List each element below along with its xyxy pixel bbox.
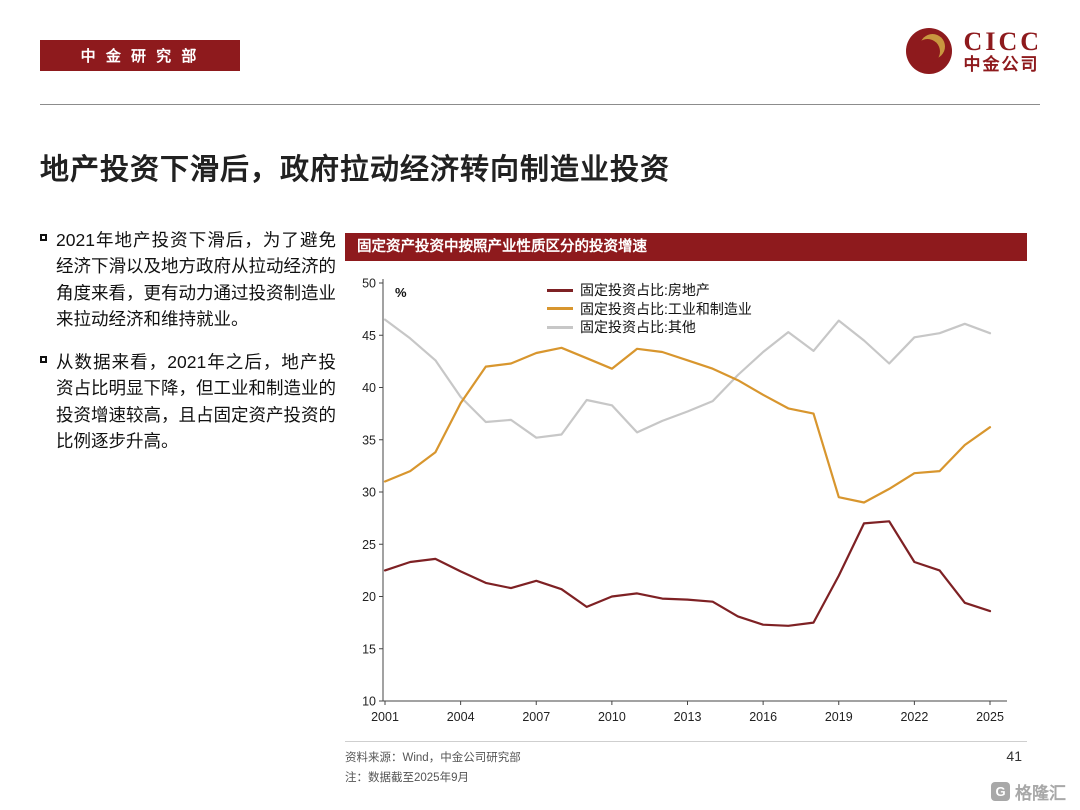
bullet-square-icon [40,356,47,363]
legend-label-other: 固定投资占比:其他 [580,319,696,336]
research-dept-banner: 中 金 研 究 部 [40,40,240,71]
chart-panel: 固定资产投资中按照产业性质区分的投资增速 10 15 20 25 30 35 40 45 50 2… [345,233,1027,736]
x-tick-label: 2007 [522,710,550,724]
bullet-text-2: 从数据来看，2021年之后，地产投资占比明显下降，但工业和制造业的投资增速较高，… [56,352,336,451]
x-tick-label: 2004 [447,710,475,724]
y-tick-label: 40 [362,381,376,395]
data-cutoff-note: 注：数据截至2025年9月 [345,772,469,785]
chart-title-bar: 固定资产投资中按照产业性质区分的投资增速 [345,233,1027,261]
y-tick-label: 30 [362,486,376,500]
gelonghui-watermark: G 格隆汇 [991,779,1066,804]
chart-body: 10 15 20 25 30 35 40 45 50 2001 2004 2007 2010 2013 20… [345,261,1027,736]
chart-legend: 固定投资占比:房地产 固定投资占比:工业和制造业 固定投资占比:其他 [547,281,752,337]
legend-item-real-estate: 固定投资占比:房地产 [547,281,752,300]
series-line-other [383,318,992,439]
legend-item-other: 固定投资占比:其他 [547,318,752,337]
cicc-logo-latin: CICC [963,26,1042,56]
legend-label-real-estate: 固定投资占比:房地产 [580,282,710,299]
y-tick-label: 20 [362,590,376,604]
x-tick-label: 2025 [976,710,1004,724]
y-tick-label: 10 [362,695,376,709]
bullet-text-1: 2021年地产投资下滑后，为了避免经济下滑以及地方政府从拉动经济的角度来看，更有… [56,230,336,329]
series-line-real-estate [383,520,992,627]
bullet-item-2: 从数据来看，2021年之后，地产投资占比明显下降，但工业和制造业的投资增速较高，… [40,349,336,454]
x-tick-label: 2016 [749,710,777,724]
legend-swatch-real-estate [547,288,573,292]
y-tick-label: 25 [362,538,376,552]
legend-swatch-other [547,325,573,329]
x-tick-label: 2001 [371,710,399,724]
legend-label-industry-manufacturing: 固定投资占比:工业和制造业 [580,300,752,317]
legend-item-industry-manufacturing: 固定投资占比:工业和制造业 [547,300,752,319]
page-number: 41 [1006,748,1022,764]
x-tick-label: 2019 [825,710,853,724]
gelonghui-icon: G [991,782,1010,801]
legend-swatch-industry-manufacturing [547,307,573,311]
source-note: 资料来源：Wind，中金公司研究部 [345,752,521,764]
cicc-logo-text: CICC 中金公司 [963,26,1042,74]
cicc-logo: CICC 中金公司 [904,26,1042,76]
x-tick-label: 2010 [598,710,626,724]
research-dept-label: 中 金 研 究 部 [80,48,200,65]
y-tick-label: 35 [362,433,376,447]
y-axis-unit-label: % [395,285,407,300]
header-divider [40,104,1040,105]
cicc-logo-chinese: 中金公司 [963,54,1040,74]
bullet-list: 2021年地产投资下滑后，为了避免经济下滑以及地方政府从拉动经济的角度来看，更有… [40,227,336,471]
footer: 资料来源：Wind，中金公司研究部 注：数据截至2025年9月 [345,741,1027,788]
series-line-industry-manufacturing [383,346,992,504]
x-tick-label: 2013 [674,710,702,724]
y-tick-label: 45 [362,329,376,343]
bullet-square-icon [40,234,47,241]
y-tick-label: 15 [362,642,376,656]
x-tick-label: 2022 [900,710,928,724]
page-title: 地产投资下滑后，政府拉动经济转向制造业投资 [40,154,671,186]
y-tick-label: 50 [362,277,376,291]
bullet-item-1: 2021年地产投资下滑后，为了避免经济下滑以及地方政府从拉动经济的角度来看，更有… [40,227,336,332]
gelonghui-label: 格隆汇 [1015,784,1066,803]
cicc-logo-icon [905,28,952,74]
